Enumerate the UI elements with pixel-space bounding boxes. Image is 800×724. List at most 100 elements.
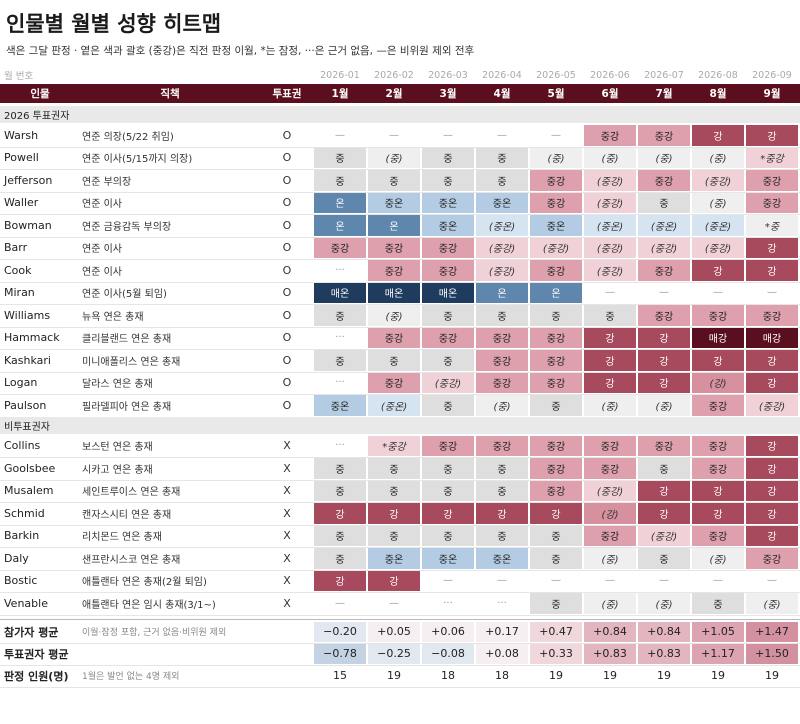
heatmap-cell: 중강 bbox=[584, 525, 636, 546]
heatmap-cell: 강 bbox=[692, 480, 744, 501]
heatmap-cell: 중 bbox=[584, 305, 636, 326]
month-index-label: 2026-01 bbox=[320, 69, 360, 81]
chart-title: 인물별 월별 성향 히트맵 bbox=[6, 12, 222, 36]
heatmap-cell: (중) bbox=[476, 395, 528, 416]
heatmap-cell: 강 bbox=[746, 372, 798, 393]
heatmap-cell: (중) bbox=[746, 593, 798, 614]
heatmap-cell: (중강) bbox=[692, 237, 744, 258]
header-month: 3월 bbox=[439, 88, 457, 100]
voter-mark: X bbox=[283, 574, 291, 588]
heatmap-cell: 중강 bbox=[530, 372, 582, 393]
heatmap-cell: 중강 bbox=[368, 327, 420, 348]
row-divider bbox=[0, 371, 800, 373]
heatmap-cell: 중강 bbox=[746, 170, 798, 191]
heatmap-cell: 중강 bbox=[692, 525, 744, 546]
heatmap-cell: 중온 bbox=[314, 395, 366, 416]
heatmap-cell: 중 bbox=[638, 192, 690, 213]
heatmap-cell: 중강 bbox=[638, 305, 690, 326]
heatmap-cell: 중강 bbox=[746, 305, 798, 326]
voter-mark: X bbox=[283, 506, 291, 520]
heatmap-cell: 중강 bbox=[638, 435, 690, 456]
heatmap-cell: 중강 bbox=[530, 327, 582, 348]
section-header: 2026 투표권자 bbox=[0, 106, 800, 123]
row-divider bbox=[0, 259, 800, 260]
heatmap-cell: 중 bbox=[422, 395, 474, 416]
person-role: 클리블랜드 연은 총재 bbox=[82, 334, 172, 346]
row-divider bbox=[0, 592, 800, 593]
heatmap-cell: (중강) bbox=[584, 170, 636, 191]
header-month: 4월 bbox=[493, 88, 511, 100]
heatmap-cell: 중 bbox=[314, 525, 366, 546]
person-role: 세인트루이스 연은 총재 bbox=[82, 487, 181, 499]
voter-mark: X bbox=[283, 529, 291, 543]
heatmap-cell: 중 bbox=[530, 395, 582, 416]
heatmap-cell: 중강 bbox=[584, 435, 636, 456]
heatmap-cell: — bbox=[314, 593, 366, 614]
heatmap-cell: 강 bbox=[584, 350, 636, 371]
voter-mark: O bbox=[282, 263, 292, 277]
heatmap-cell: 강 bbox=[638, 372, 690, 393]
heatmap-cell: 강 bbox=[422, 503, 474, 524]
heatmap-cell: — bbox=[422, 125, 474, 146]
heatmap-cell: (중강) bbox=[584, 192, 636, 213]
person-name: Hammack bbox=[4, 331, 60, 345]
heatmap-cell: — bbox=[368, 593, 420, 614]
heatmap-cell: 중 bbox=[476, 170, 528, 191]
summary-value: −0.20 bbox=[314, 621, 366, 642]
person-name: Collins bbox=[4, 439, 41, 453]
heatmap-cell: (중강) bbox=[584, 237, 636, 258]
heatmap-cell: (중강) bbox=[638, 525, 690, 546]
summary-value: 19 bbox=[638, 665, 690, 686]
summary-value: +0.84 bbox=[638, 621, 690, 642]
summary-value: −0.78 bbox=[314, 643, 366, 664]
heatmap-cell: 중 bbox=[368, 350, 420, 371]
heatmap-cell: (중강) bbox=[692, 170, 744, 191]
heatmap-cell: 매강 bbox=[692, 327, 744, 348]
heatmap-cell: 강 bbox=[746, 458, 798, 479]
person-role: 캔자스시티 연은 총재 bbox=[82, 509, 172, 521]
heatmap-cell: 강 bbox=[530, 503, 582, 524]
heatmap-cell: (중강) bbox=[638, 237, 690, 258]
voter-mark: O bbox=[282, 196, 292, 210]
row-divider bbox=[0, 236, 800, 238]
row-divider bbox=[0, 524, 800, 526]
heatmap-cell: 중온 bbox=[422, 192, 474, 213]
person-role: 연준 의장(5/22 취임) bbox=[82, 131, 174, 143]
person-name: Schmid bbox=[4, 506, 45, 520]
heatmap-cell: ··· bbox=[476, 593, 528, 614]
header-bar bbox=[0, 84, 800, 103]
heatmap-cell: 중 bbox=[314, 480, 366, 501]
person-role: 애틀랜타 연은 총재(2월 퇴임) bbox=[82, 577, 207, 589]
person-name: Bostic bbox=[4, 574, 38, 588]
heatmap-cell: (중강) bbox=[584, 260, 636, 281]
heatmap-cell: (중) bbox=[584, 147, 636, 168]
heatmap-cell: (중) bbox=[638, 395, 690, 416]
month-index-label: 2026-09 bbox=[752, 69, 792, 81]
heatmap-cell: 중강 bbox=[368, 372, 420, 393]
heatmap-cell: 중강 bbox=[476, 372, 528, 393]
summary-note: 이월·잠정 포함, 근거 없음·비위원 제외 bbox=[82, 628, 227, 638]
chart-subtitle: 색은 그달 판정 · 옅은 색과 괄호 (중강)은 직전 판정 이월, *는 잠… bbox=[6, 45, 475, 57]
heatmap-cell: — bbox=[746, 570, 798, 591]
heatmap-cell: 중강 bbox=[422, 260, 474, 281]
summary-value: +0.08 bbox=[476, 643, 528, 664]
heatmap-cell: 강 bbox=[692, 125, 744, 146]
month-index-label: 2026-02 bbox=[374, 69, 414, 81]
row-divider bbox=[0, 281, 800, 283]
voter-mark: O bbox=[282, 218, 292, 232]
summary-value: 19 bbox=[692, 665, 744, 686]
row-divider bbox=[0, 569, 800, 571]
row-divider bbox=[0, 547, 800, 548]
heatmap-cell: — bbox=[638, 570, 690, 591]
heatmap-cell: 중강 bbox=[476, 435, 528, 456]
heatmap-cell: *중강 bbox=[746, 147, 798, 168]
person-role: 연준 부의장 bbox=[82, 176, 132, 188]
heatmap-cell: (중) bbox=[692, 147, 744, 168]
summary-label: 참가자 평균 bbox=[4, 625, 59, 639]
heatmap-cell: 중강 bbox=[530, 435, 582, 456]
person-role: 연준 금융감독 부의장 bbox=[82, 221, 172, 233]
heatmap-cell: 강 bbox=[314, 503, 366, 524]
summary-value: +1.05 bbox=[692, 621, 744, 642]
heatmap-cell: — bbox=[584, 282, 636, 303]
voter-mark: O bbox=[282, 241, 292, 255]
